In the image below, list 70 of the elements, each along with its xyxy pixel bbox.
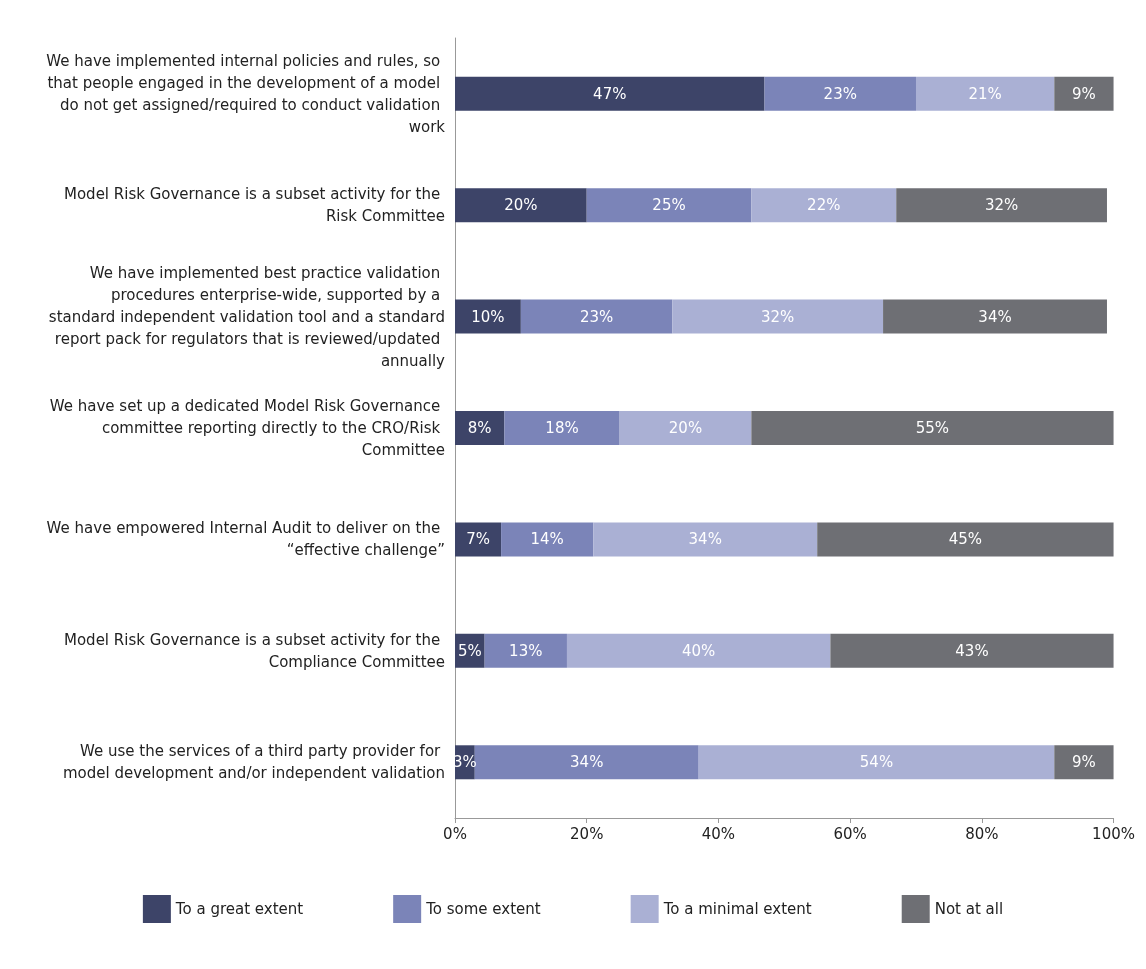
data-label: 20% — [668, 419, 703, 437]
bar — [751, 188, 897, 223]
legend-label: Not at all — [934, 900, 1004, 918]
data-label: 7% — [466, 530, 490, 549]
legend-label: To some extent — [425, 900, 541, 918]
data-label: 40% — [681, 641, 716, 660]
data-label: 54% — [859, 753, 894, 772]
data-label: 20% — [504, 196, 538, 215]
x-tick-label: 80% — [965, 824, 999, 843]
data-label: 55% — [915, 419, 950, 437]
bar — [698, 745, 1055, 780]
data-label: 3% — [452, 753, 477, 772]
data-label: 18% — [545, 419, 579, 437]
bar — [520, 299, 673, 334]
data-label: 43% — [955, 641, 989, 660]
legend-label: To a minimal extent — [662, 900, 812, 918]
y-tick-label: We have implemented best practice validation procedures enterprise-wide, supported by a standard independent validation tool and a standard report pack for regulators that is reviewed/updated annually — [48, 263, 446, 370]
y-tick-label: We have empowered Internal Audit to deliver on the “effective challenge” — [46, 519, 445, 560]
bar — [915, 76, 1055, 111]
bar — [764, 76, 916, 111]
bar — [455, 299, 521, 334]
bar — [830, 633, 1114, 668]
data-label: 10% — [471, 307, 505, 326]
bar — [484, 633, 567, 668]
bar — [883, 299, 1107, 334]
data-label: 9% — [1072, 753, 1096, 772]
data-label: 32% — [761, 307, 795, 326]
data-label: 45% — [948, 530, 983, 549]
bar — [1054, 745, 1114, 780]
x-tick-label: 100% — [1092, 824, 1135, 843]
data-label: 23% — [579, 307, 614, 326]
y-tick-label: We have set up a dedicated Model Risk Governance committee reporting directly to the CRO/Risk Committee — [49, 397, 445, 459]
x-tick-label: 0% — [443, 824, 467, 843]
data-label: 47% — [593, 84, 627, 103]
bar — [455, 188, 587, 223]
bar — [566, 633, 831, 668]
data-label: 13% — [509, 641, 543, 660]
data-label: 21% — [968, 84, 1002, 103]
bar — [455, 76, 765, 111]
data-label: 23% — [823, 84, 857, 103]
y-tick-label: Model Risk Governance is a subset activity for the Risk Committee — [63, 185, 445, 226]
bar — [593, 522, 818, 557]
data-label: 5% — [457, 641, 482, 660]
x-tick-label: 20% — [570, 824, 604, 843]
bar — [896, 188, 1107, 223]
x-tick-label: 60% — [833, 824, 867, 843]
legend-label: To a great extent — [174, 900, 304, 918]
bar — [586, 188, 752, 223]
data-label: 9% — [1072, 84, 1096, 103]
data-label: 22% — [807, 196, 841, 215]
bar — [751, 411, 1114, 445]
bar — [619, 411, 752, 445]
bar — [1054, 76, 1114, 111]
y-tick-label: Model Risk Governance is a subset activity for the Compliance Committee — [63, 630, 445, 671]
bar — [501, 522, 594, 557]
data-label: 14% — [530, 530, 564, 549]
bar — [455, 522, 502, 557]
bar — [474, 745, 699, 780]
data-label: 34% — [570, 753, 604, 772]
y-tick-label: We have implemented internal policies and rules, so that people engaged in the development of a model do not get assigned/required to conduct validation work — [46, 51, 446, 136]
y-tick-label: We use the services of a third party provider for model development and/or independent validation — [62, 742, 445, 783]
data-label: 34% — [688, 530, 722, 549]
data-label: 32% — [984, 196, 1019, 215]
bar — [504, 411, 620, 445]
x-tick-label: 40% — [701, 824, 736, 843]
data-label: 8% — [467, 419, 492, 437]
bar — [817, 522, 1114, 557]
data-label: 25% — [652, 196, 686, 215]
bar — [672, 299, 884, 334]
data-label: 34% — [978, 307, 1012, 326]
